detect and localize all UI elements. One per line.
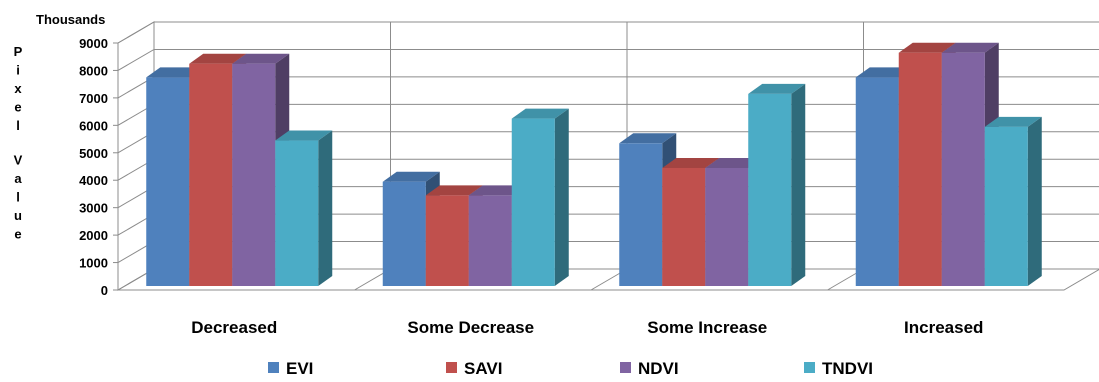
legend-swatch	[268, 362, 279, 373]
x-category-label: Decreased	[191, 318, 277, 337]
y-axis-title-letter: x	[14, 81, 22, 96]
y-axis-title-letter: V	[14, 153, 23, 168]
y-tick-label: 9000	[79, 36, 108, 51]
y-tick-label: 6000	[79, 118, 108, 133]
y-axis-title-letter: a	[14, 171, 22, 186]
bar-tndvi-increased	[984, 116, 1042, 286]
legend-item-savi: SAVI	[446, 359, 502, 378]
y-tick-label: 8000	[79, 63, 108, 78]
y-axis-title-letter: l	[16, 190, 20, 205]
x-axis-categories: Decreased Some Decrease Some Increase Incre…	[191, 318, 983, 337]
bar-tndvi-some-increase	[748, 83, 806, 286]
y-axis-ticks: 0 1000 2000 3000 4000 5000 6000 7000 8000 9000	[79, 36, 118, 298]
gridline	[117, 21, 1099, 44]
y-axis-title-letter: e	[14, 100, 21, 115]
x-category-label: Some Decrease	[407, 318, 534, 337]
legend: EVI SAVI NDVI TNDVI	[268, 359, 873, 378]
y-axis-title-letter: e	[14, 227, 21, 242]
x-category-label: Some Increase	[647, 318, 767, 337]
y-tick-label: 4000	[79, 173, 108, 188]
gridline	[117, 48, 1099, 71]
legend-label: TNDVI	[822, 359, 873, 378]
y-axis-title-letter: P	[14, 44, 23, 59]
y-tick-label: 2000	[79, 228, 108, 243]
bar-tndvi-some-decrease	[511, 108, 569, 286]
legend-label: SAVI	[464, 359, 502, 378]
legend-item-evi: EVI	[268, 359, 313, 378]
bar-tndvi-decreased	[275, 130, 333, 286]
legend-item-ndvi: NDVI	[620, 359, 679, 378]
axis-unit-label: Thousands	[36, 12, 105, 27]
y-axis-title-letter: u	[14, 208, 22, 223]
legend-swatch	[446, 362, 457, 373]
legend-label: NDVI	[638, 359, 679, 378]
y-tick-label: 1000	[79, 256, 108, 271]
legend-swatch	[620, 362, 631, 373]
legend-swatch	[804, 362, 815, 373]
legend-label: EVI	[286, 359, 313, 378]
y-tick-label: 0	[101, 283, 108, 298]
y-axis-title-letter: l	[16, 118, 20, 133]
y-axis-title-letter: i	[16, 63, 20, 78]
legend-item-tndvi: TNDVI	[804, 359, 873, 378]
y-tick-label: 7000	[79, 91, 108, 106]
y-tick-label: 3000	[79, 201, 108, 216]
x-category-label: Increased	[904, 318, 983, 337]
y-tick-label: 5000	[79, 146, 108, 161]
bars	[146, 42, 1042, 287]
